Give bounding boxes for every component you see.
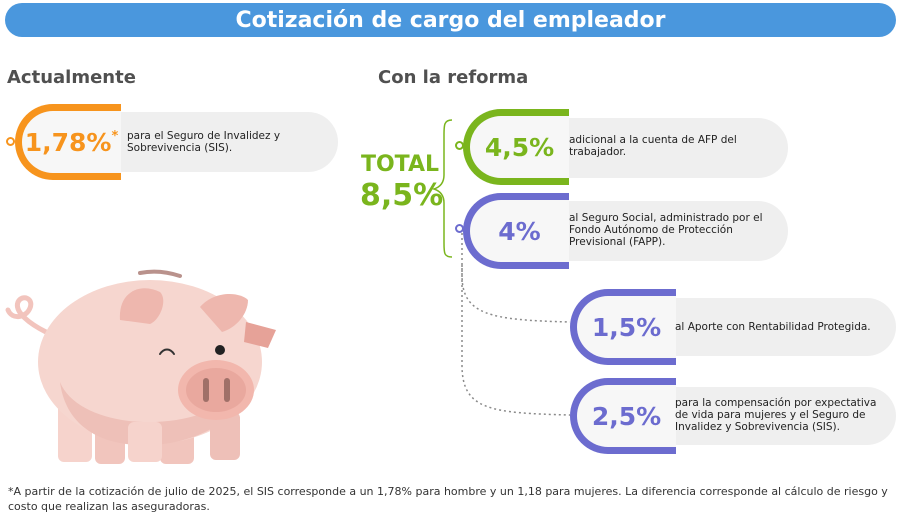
current-description: para el Seguro de Invalidez y Sobreviven…: [127, 130, 281, 154]
pig-tail: [5, 295, 49, 335]
dotted-connector-1: [461, 233, 571, 323]
reform-value-2: 4%: [498, 216, 541, 246]
pig-ear-tip: [244, 322, 276, 348]
brace-path: [431, 119, 453, 258]
pig-eye: [215, 345, 225, 355]
dotted-connector-2: [461, 265, 571, 416]
current-value-badge: 1,78% *: [15, 104, 121, 180]
reform-value-badge-1: 4,5%: [463, 109, 569, 185]
current-section-title: Actualmente: [7, 67, 136, 88]
pig-leg: [210, 412, 240, 460]
reform-value-badge-3: 1,5%: [570, 289, 676, 365]
reform-value-badge-2: 4%: [463, 193, 569, 269]
coin-slot: [138, 269, 182, 278]
page-title: Cotización de cargo del empleador: [235, 7, 666, 33]
curly-brace-icon: [431, 119, 571, 416]
pig-nostril: [203, 378, 209, 402]
piggy-bank-illustration: [5, 269, 276, 464]
total-value: 8,5%: [360, 178, 444, 213]
pig-ear: [119, 288, 164, 324]
reform-value-badge-4: 2,5%: [570, 378, 676, 454]
pig-leg: [128, 422, 162, 462]
reform-section-title: Con la reforma: [378, 67, 529, 88]
reform-value-4: 2,5%: [591, 401, 662, 431]
reform-description-1: adicional a la cuenta de AFP del trabaja…: [569, 134, 737, 158]
reform-value-1: 4,5%: [484, 132, 555, 162]
current-dot: [6, 137, 15, 146]
reform-dot-1: [455, 141, 464, 150]
pig-closed-eye: [159, 348, 175, 355]
header-banner: Cotización de cargo del empleador: [5, 3, 896, 37]
pig-snout-inner: [186, 368, 246, 412]
pig-nostril: [224, 378, 230, 402]
footnote: *A partir de la cotización de julio de 2…: [8, 485, 888, 513]
footnote-mark: *: [111, 128, 119, 144]
pig-belly-shade: [60, 382, 245, 446]
reform-dot-2: [455, 224, 464, 233]
reform-description-2: al Seguro Social, administrado por el Fo…: [569, 212, 763, 248]
reform-value-3: 1,5%: [591, 312, 662, 342]
reform-description-3: al Aporte con Rentabilidad Protegida.: [675, 321, 871, 333]
reform-description-4: para la compensación por expectativa de …: [675, 397, 877, 433]
total-label: TOTAL: [360, 152, 440, 177]
current-value: 1,78%: [24, 127, 112, 157]
pig-ear: [200, 294, 248, 332]
